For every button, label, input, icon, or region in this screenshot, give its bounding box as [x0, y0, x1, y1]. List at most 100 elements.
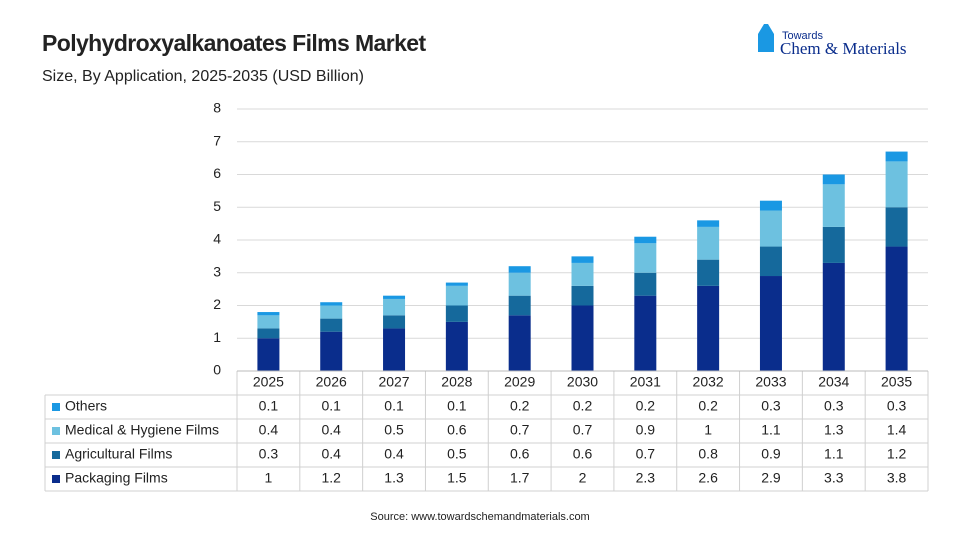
- logo-text: Chem & Materials: [780, 39, 907, 58]
- table-value: 0.2: [573, 398, 593, 414]
- table-value: 0.4: [384, 446, 404, 462]
- bar-segment: [383, 315, 406, 329]
- x-tick-label: 2025: [253, 374, 284, 390]
- bar-segment: [885, 207, 908, 247]
- table-value: 1.7: [510, 470, 530, 486]
- y-tick-label: 7: [213, 132, 221, 148]
- table-value: 0.4: [321, 446, 341, 462]
- bar-segment: [822, 262, 845, 371]
- legend-label: Others: [65, 398, 107, 414]
- table-value: 0.7: [573, 422, 593, 438]
- x-tick-label: 2033: [755, 374, 786, 390]
- bar-segment: [571, 262, 594, 286]
- table-value: 2.3: [636, 470, 656, 486]
- legend-swatch: [52, 427, 60, 435]
- table-value: 0.3: [761, 398, 781, 414]
- table-value: 1.1: [761, 422, 781, 438]
- table-value: 2.6: [698, 470, 718, 486]
- y-tick-label: 5: [213, 198, 221, 214]
- x-tick-label: 2035: [881, 374, 912, 390]
- legend-label: Agricultural Films: [65, 446, 172, 462]
- x-tick-label: 2028: [441, 374, 472, 390]
- table-value: 0.7: [636, 446, 656, 462]
- bar-segment: [571, 285, 594, 306]
- table-value: 0.9: [761, 446, 781, 462]
- table-value: 0.6: [573, 446, 593, 462]
- bar-segment: [697, 259, 720, 286]
- bar-segment: [697, 285, 720, 371]
- table-value: 1.5: [447, 470, 467, 486]
- bar-segment: [445, 285, 468, 306]
- table-value: 0.2: [510, 398, 530, 414]
- table-value: 0.2: [698, 398, 718, 414]
- table-value: 1.2: [887, 446, 907, 462]
- bar-segment: [571, 305, 594, 371]
- x-tick-label: 2031: [630, 374, 661, 390]
- table-value: 1.3: [384, 470, 404, 486]
- bar-segment: [571, 256, 594, 263]
- bar-segment: [508, 315, 531, 371]
- legend-label: Medical & Hygiene Films: [65, 422, 219, 438]
- table-value: 0.3: [887, 398, 907, 414]
- bar-segment: [885, 151, 908, 162]
- x-tick-label: 2029: [504, 374, 535, 390]
- x-tick-label: 2032: [693, 374, 724, 390]
- bar-segment: [320, 302, 343, 306]
- bar-segment: [320, 318, 343, 332]
- bar-segment: [445, 321, 468, 371]
- table-value: 0.1: [447, 398, 467, 414]
- table-value: 0.5: [447, 446, 467, 462]
- bar-segment: [383, 328, 406, 371]
- y-tick-label: 1: [213, 329, 221, 345]
- bar-segment: [634, 243, 657, 273]
- bar-segment: [822, 174, 845, 185]
- bar-segment: [634, 272, 657, 296]
- table-value: 0.9: [636, 422, 656, 438]
- logo-icon: [758, 24, 774, 52]
- table-value: 1: [265, 470, 273, 486]
- x-tick-label: 2030: [567, 374, 598, 390]
- source: Source: www.towardschemandmaterials.com: [370, 511, 589, 523]
- table-value: 0.6: [447, 422, 467, 438]
- bar-segment: [445, 282, 468, 286]
- legend-swatch: [52, 451, 60, 459]
- bar-segment: [257, 338, 280, 371]
- x-tick-label: 2026: [316, 374, 347, 390]
- bar-segment: [822, 184, 845, 227]
- bar-segment: [257, 312, 280, 316]
- bar-segment: [257, 328, 280, 339]
- x-tick-label: 2027: [378, 374, 409, 390]
- table-value: 0.8: [698, 446, 718, 462]
- table-value: 1.2: [321, 470, 341, 486]
- bar-segment: [508, 266, 531, 273]
- table-value: 1: [704, 422, 712, 438]
- table-value: 0.7: [510, 422, 530, 438]
- chart-title: Polyhydroxyalkanoates Films Market: [42, 30, 426, 56]
- table-value: 0.4: [259, 422, 279, 438]
- y-tick-label: 0: [213, 362, 221, 378]
- bar-segment: [634, 236, 657, 244]
- bar-segment: [508, 295, 531, 316]
- logo: Towards Chem & Materials: [758, 24, 907, 58]
- table-value: 0.3: [824, 398, 844, 414]
- bar-segment: [320, 331, 343, 371]
- bar-segment: [885, 161, 908, 208]
- x-tick-label: 2034: [818, 374, 849, 390]
- table-value: 1.1: [824, 446, 844, 462]
- table-value: 0.6: [510, 446, 530, 462]
- y-tick-label: 3: [213, 263, 221, 279]
- table-value: 0.2: [636, 398, 656, 414]
- y-tick-label: 4: [213, 231, 221, 247]
- bar-segment: [383, 295, 406, 299]
- chart-subtitle: Size, By Application, 2025-2035 (USD Bil…: [42, 68, 364, 85]
- legend-swatch: [52, 403, 60, 411]
- table-value: 0.1: [321, 398, 341, 414]
- table-value: 3.3: [824, 470, 844, 486]
- table-value: 0.4: [321, 422, 341, 438]
- bar-segment: [759, 210, 782, 247]
- table-value: 0.1: [384, 398, 404, 414]
- logo-text: Towards: [782, 30, 823, 42]
- bar-segment: [508, 272, 531, 296]
- y-tick-label: 6: [213, 165, 221, 181]
